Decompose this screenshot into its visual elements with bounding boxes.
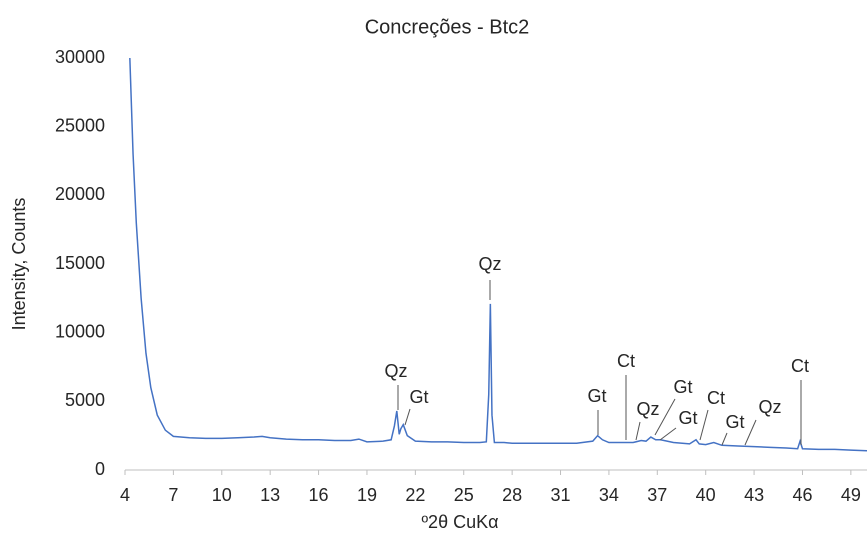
annotation: Ct xyxy=(791,356,809,376)
x-tick-label: 16 xyxy=(309,485,329,505)
annotation: Qz xyxy=(478,254,501,274)
x-tick-label: 31 xyxy=(551,485,571,505)
annotation: Qz xyxy=(384,361,407,381)
y-tick-label: 0 xyxy=(95,459,105,479)
x-tick-label: 34 xyxy=(599,485,619,505)
x-tick-label: 28 xyxy=(502,485,522,505)
x-tick-label: 40 xyxy=(696,485,716,505)
x-axis-label: º2θ CuKα xyxy=(421,512,498,532)
chart-title: Concreções - Btc2 xyxy=(365,16,530,38)
annotation-leader xyxy=(635,421,641,441)
x-tick-label: 22 xyxy=(405,485,425,505)
data-line xyxy=(129,57,867,452)
annotation-leader xyxy=(659,427,677,441)
annotation: Ct xyxy=(707,388,725,408)
x-tick-label: 25 xyxy=(454,485,474,505)
annotation-leader xyxy=(744,419,757,446)
x-tick-label: 46 xyxy=(792,485,812,505)
x-tick-label: 13 xyxy=(260,485,280,505)
x-tick-label: 4 xyxy=(120,485,130,505)
x-tick-label: 37 xyxy=(647,485,667,505)
annotation: Qz xyxy=(636,399,659,419)
y-tick-label: 5000 xyxy=(65,390,105,410)
y-axis-label: Intensity, Counts xyxy=(9,198,29,331)
y-tick-label: 15000 xyxy=(55,253,105,273)
annotation-leader xyxy=(721,432,728,446)
y-tick-label: 25000 xyxy=(55,115,105,135)
annotation-leader xyxy=(404,408,411,426)
annotation: Gt xyxy=(725,412,744,432)
annotation: Ct xyxy=(617,351,635,371)
y-tick-label: 10000 xyxy=(55,321,105,341)
annotation: Qz xyxy=(758,397,781,417)
annotation: Gt xyxy=(587,386,606,406)
annotation: Gt xyxy=(409,387,428,407)
x-tick-label: 10 xyxy=(212,485,232,505)
annotation-leader xyxy=(654,398,676,436)
x-tick-label: 7 xyxy=(168,485,178,505)
annotation: Gt xyxy=(673,377,692,397)
x-tick-label: 43 xyxy=(744,485,764,505)
x-tick-label: 49 xyxy=(841,485,861,505)
x-tick-label: 19 xyxy=(357,485,377,505)
annotation: Gt xyxy=(678,408,697,428)
annotation-leader xyxy=(699,409,709,441)
y-tick-label: 20000 xyxy=(55,184,105,204)
y-tick-label: 30000 xyxy=(55,47,105,67)
